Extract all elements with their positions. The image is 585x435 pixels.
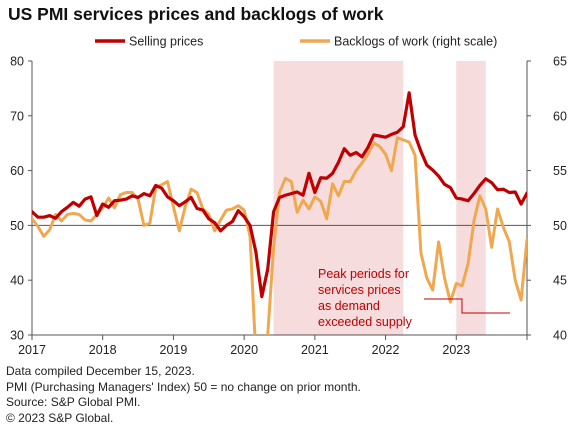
axes: 30 40 50 60 70 80 40 45 50 55 60 65 2017 2018 2019 2020… (10, 55, 567, 358)
x-tick-label: 2023 (442, 343, 470, 357)
x-tick-label: 2019 (160, 343, 188, 357)
series-line-backlogs-of-work-right-scale (32, 136, 527, 335)
legend-label-selling-prices: Selling prices (129, 35, 203, 49)
annotation-text-line: exceeded supply (318, 315, 413, 329)
footer-compiled-date: Data compiled December 15, 2023. (6, 364, 195, 378)
y-left-tick-label: 40 (10, 274, 24, 288)
series-line-selling-prices (32, 91, 527, 299)
annotation-group: Peak periods for services prices as demand… (318, 267, 510, 329)
legend: Selling prices Backlogs of work (right sc… (95, 35, 497, 49)
y-right-tick-label: 50 (553, 219, 567, 233)
y-left-tick-label: 70 (10, 109, 24, 123)
x-tick-label: 2017 (18, 343, 46, 357)
y-left-tick-label: 80 (10, 55, 24, 69)
y-right-tick-label: 65 (553, 55, 567, 69)
annotation-leader-line (424, 298, 510, 314)
y-right-tick-label: 45 (553, 274, 567, 288)
x-tick-label: 2018 (89, 343, 117, 357)
legend-label-backlogs-of-work-right-scale: Backlogs of work (right scale) (334, 35, 497, 49)
y-right-tick-label: 60 (553, 109, 567, 123)
y-left-tick-label: 60 (10, 164, 24, 178)
y-right-tick-label: 55 (553, 164, 567, 178)
annotation-text-line: Peak periods for (318, 267, 409, 281)
annotation-text-line: services prices (318, 283, 401, 297)
footer-source: Source: S&P Global PMI. (6, 395, 141, 409)
footer-copyright: © 2023 S&P Global. (6, 410, 114, 425)
y-right-tick-label: 40 (553, 329, 567, 343)
plot-frame (31, 61, 528, 336)
y-left-tick-label: 30 (10, 329, 24, 343)
y-left-tick-label: 50 (10, 219, 24, 233)
x-tick-label: 2020 (230, 343, 258, 357)
footer-notes: Data compiled December 15, 2023. PMI (Pu… (6, 364, 361, 426)
series-lines (32, 91, 527, 335)
chart-title: US PMI services prices and backlogs of w… (8, 4, 384, 24)
annotation-text-line: as demand (318, 299, 380, 313)
footer-pmi-definition: PMI (Purchasing Managers' Index) 50 = no… (6, 379, 361, 394)
x-tick-label: 2021 (301, 343, 329, 357)
x-tick-label: 2022 (372, 343, 400, 357)
